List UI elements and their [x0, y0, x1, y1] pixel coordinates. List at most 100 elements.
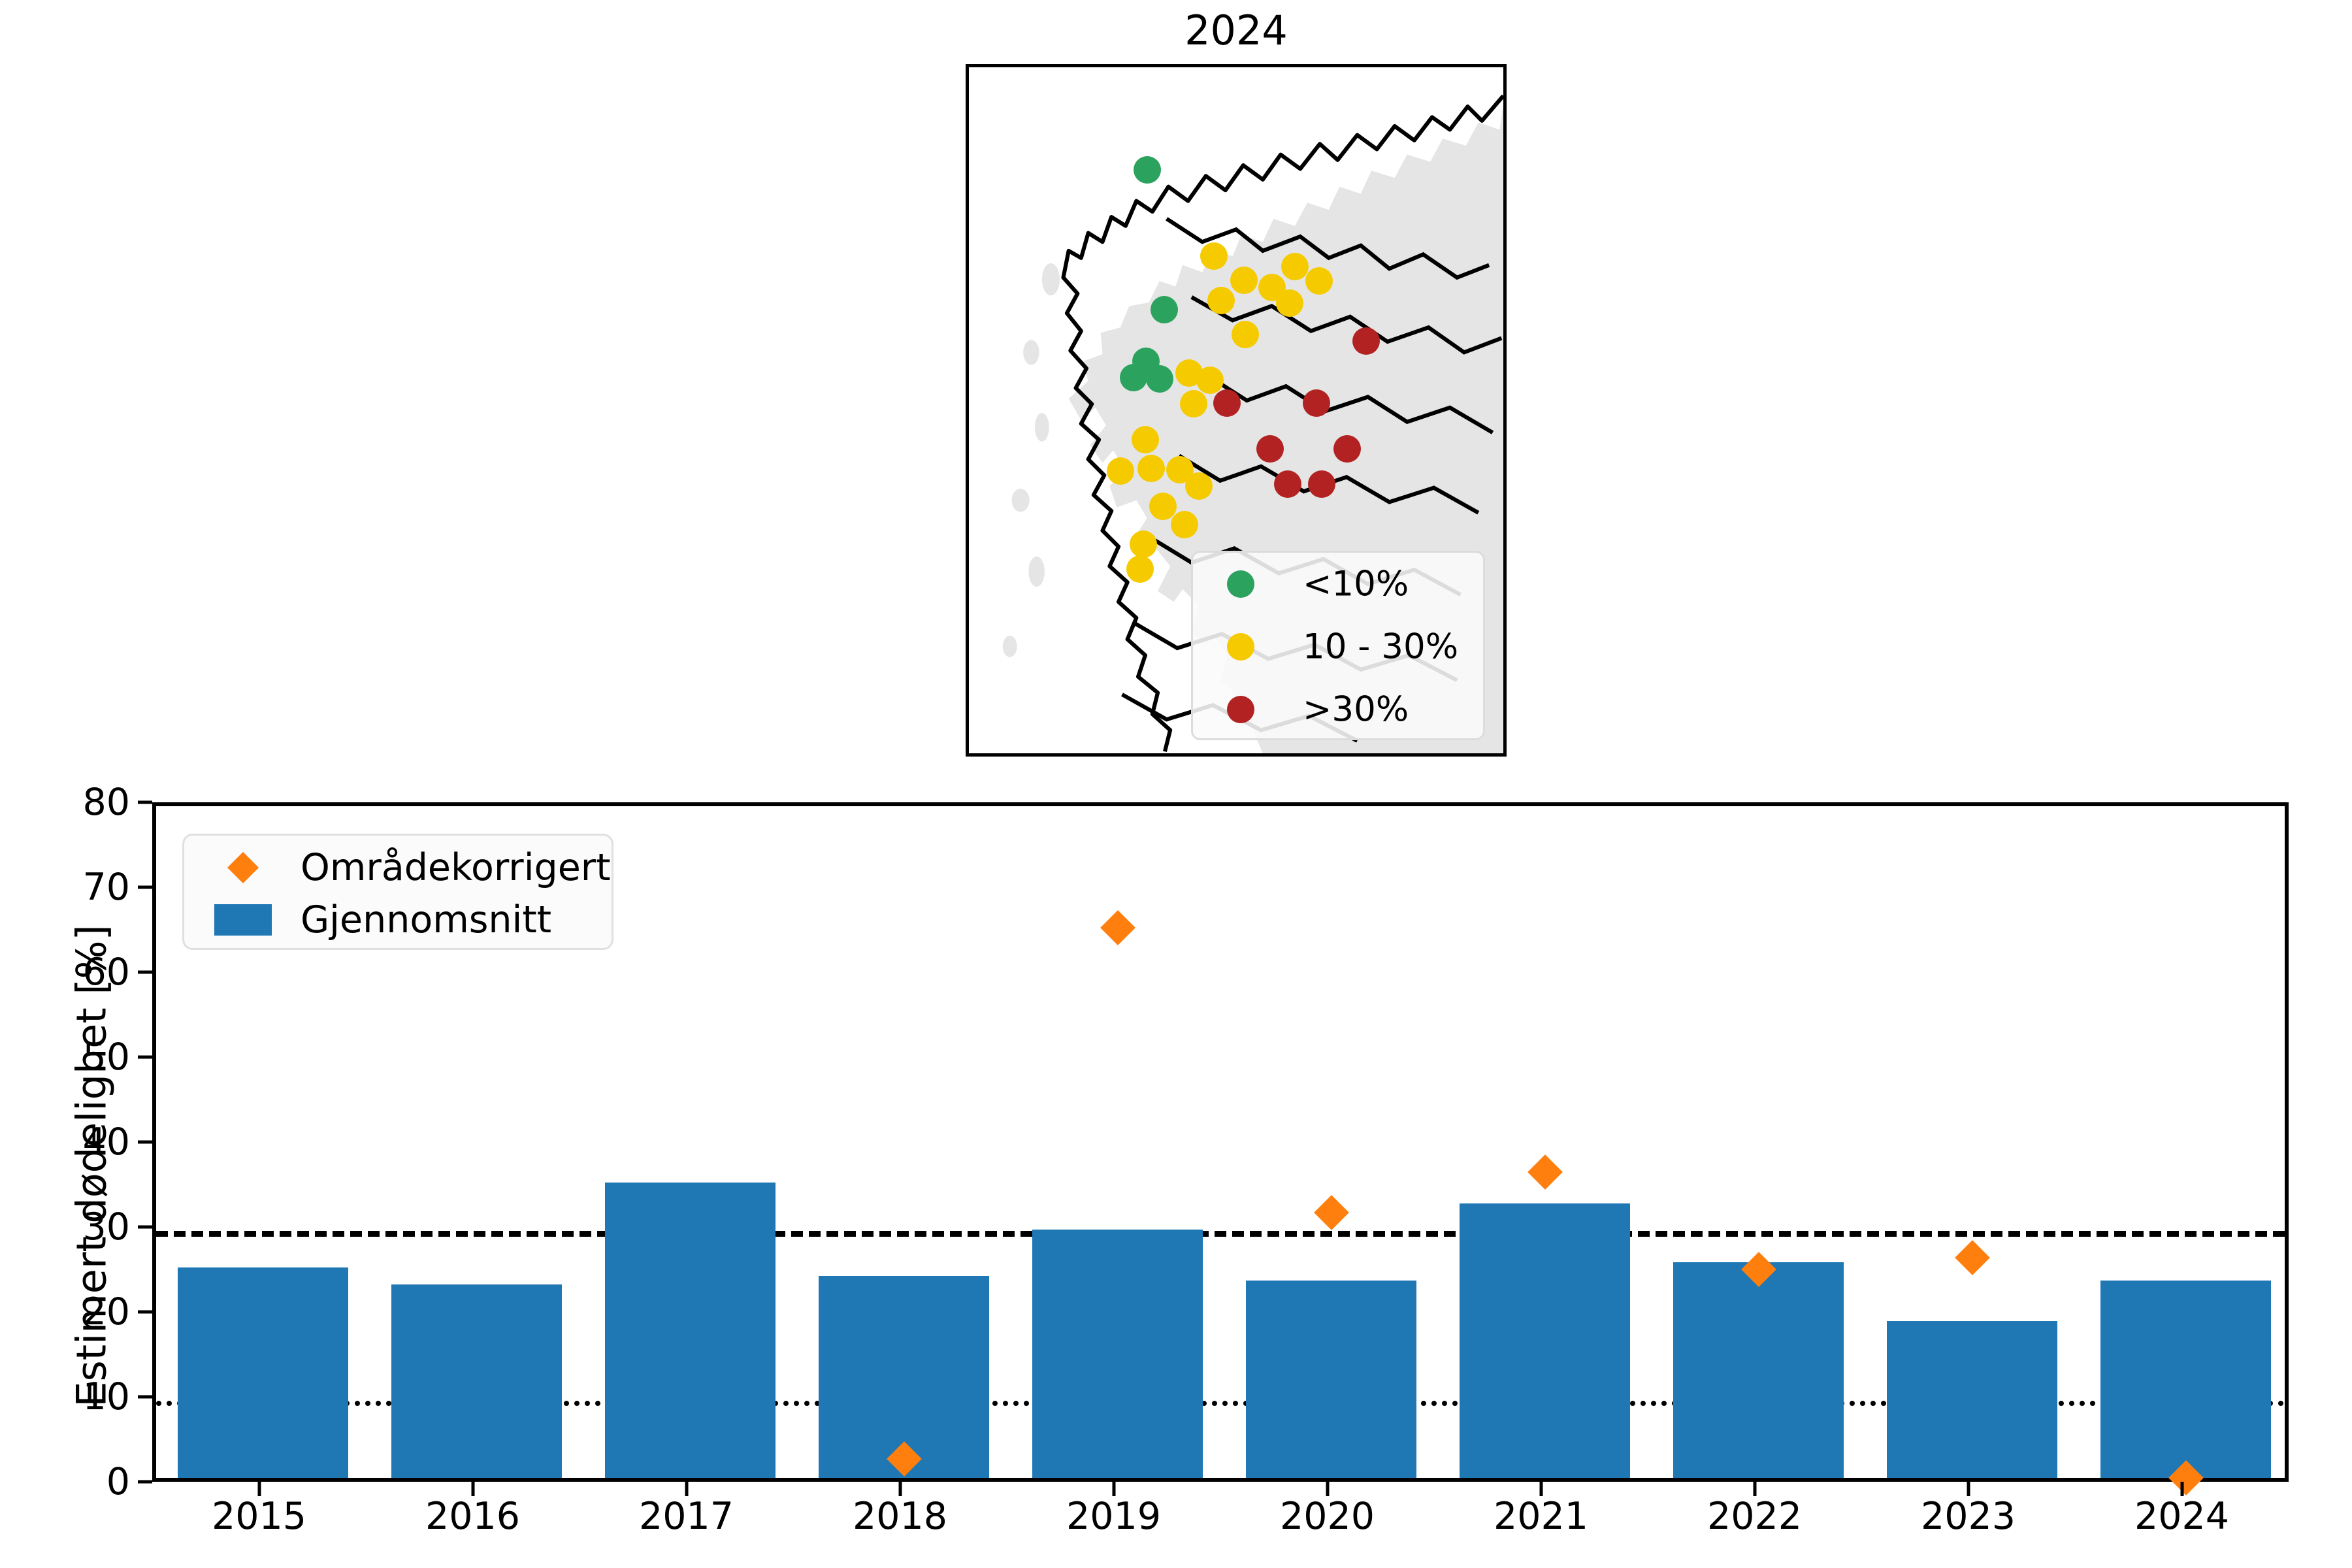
- bar-2020: [1245, 1281, 1417, 1478]
- map-site-dot: [1184, 472, 1213, 500]
- bar-chart-panel: Estimert dødelighet [%] 0 10 20 30 40 50 60 70 8…: [0, 771, 2352, 1568]
- y-tick-mark: [138, 1225, 152, 1229]
- y-tick-label: 0: [106, 1460, 130, 1503]
- map-title: 2024: [1184, 7, 1288, 54]
- y-tick-mark: [138, 1055, 152, 1059]
- map-legend-item-mid: 10 - 30%: [1193, 615, 1483, 678]
- marker-2023: [1954, 1239, 1990, 1275]
- map-site-dot: [1230, 266, 1258, 294]
- x-tick-label-2019: 2019: [1066, 1495, 1162, 1538]
- chart-legend-item-omradekorrigert: Områdekorrigert: [184, 841, 612, 894]
- chart-legend-item-gjennomsnitt: Gjennomsnitt: [184, 893, 612, 947]
- bar-2019: [1032, 1230, 1203, 1478]
- map-site-dot: [1302, 389, 1330, 417]
- map-site-dot: [1274, 470, 1302, 498]
- x-tick-label-2016: 2016: [425, 1495, 521, 1538]
- map-site-dot: [1133, 155, 1161, 184]
- chart-legend-label: Gjennomsnitt: [301, 898, 552, 941]
- marker-2020: [1313, 1195, 1349, 1230]
- x-tick-mark: [2180, 1482, 2183, 1496]
- map-site-dot: [1126, 555, 1154, 583]
- map-site-dot: [1307, 470, 1335, 498]
- x-tick-label-2022: 2022: [1707, 1495, 1803, 1538]
- map-site-dot: [1170, 510, 1198, 538]
- map-site-dot: [1149, 493, 1177, 521]
- map-site-dot: [1207, 287, 1235, 315]
- x-tick-label-2017: 2017: [638, 1495, 734, 1538]
- y-tick-label: 40: [82, 1120, 130, 1164]
- legend-dot-green: [1227, 570, 1254, 598]
- plot-area: Områdekorrigert Gjennomsnitt: [152, 802, 2289, 1495]
- map-site-dot: [1352, 327, 1380, 355]
- map-site-dot: [1333, 434, 1362, 463]
- chart-legend-label: Områdekorrigert: [301, 846, 611, 889]
- x-tick-mark: [1326, 1482, 1329, 1496]
- map-site-dot: [1213, 389, 1241, 417]
- x-tick-label-2018: 2018: [852, 1495, 948, 1538]
- y-tick-mark: [138, 885, 152, 889]
- map-site-dot: [1275, 289, 1303, 318]
- bar-2024: [2100, 1281, 2272, 1478]
- map-site-dot: [1137, 454, 1166, 482]
- y-tick-mark: [138, 1480, 152, 1484]
- x-tick-mark: [898, 1482, 902, 1496]
- y-tick-label: 80: [82, 781, 130, 824]
- x-tick-mark: [685, 1482, 688, 1496]
- map-site-dot: [1256, 434, 1284, 463]
- bar-2022: [1673, 1262, 1844, 1478]
- map-legend-item-gt30: >30%: [1193, 678, 1483, 741]
- map-site-dot: [1130, 530, 1158, 558]
- bar-2021: [1459, 1203, 1631, 1478]
- bar-2016: [391, 1284, 563, 1478]
- y-tick-label: 70: [82, 866, 130, 909]
- legend-dot-red: [1227, 696, 1254, 723]
- legend-dot-yellow: [1227, 633, 1254, 661]
- marker-2019: [1100, 910, 1135, 946]
- map-site-dot: [1145, 365, 1173, 393]
- y-tick-label: 20: [82, 1290, 130, 1333]
- x-tick-label-2021: 2021: [1493, 1495, 1589, 1538]
- map-site-dot: [1179, 390, 1207, 418]
- map-site-dot: [1150, 295, 1178, 323]
- map-frame: <10% 10 - 30% >30%: [966, 64, 1507, 757]
- y-tick-label: 50: [82, 1036, 130, 1079]
- marker-2021: [1527, 1154, 1563, 1190]
- map-site-dot: [1231, 321, 1259, 349]
- x-tick-label-2020: 2020: [1279, 1495, 1375, 1538]
- x-tick-label-2023: 2023: [1920, 1495, 2016, 1538]
- chart-legend: Områdekorrigert Gjennomsnitt: [182, 834, 613, 950]
- reference-line-threshold-high: [156, 1231, 2285, 1237]
- map-legend-item-lt10: <10%: [1193, 553, 1483, 615]
- map-site-dot: [1281, 253, 1309, 281]
- bar-2015: [177, 1267, 349, 1478]
- map-site-dot: [1131, 426, 1159, 453]
- bar-2023: [1886, 1320, 2058, 1478]
- x-tick-mark: [471, 1482, 474, 1496]
- y-tick-label: 30: [82, 1205, 130, 1249]
- map-site-dot: [1196, 366, 1224, 394]
- map-site-dot: [1106, 457, 1134, 485]
- legend-diamond-icon: [227, 851, 259, 884]
- x-tick-mark: [1967, 1482, 1970, 1496]
- y-tick-mark: [138, 1310, 152, 1314]
- y-tick-mark: [138, 970, 152, 974]
- x-tick-label-2015: 2015: [211, 1495, 307, 1538]
- bar-2017: [604, 1182, 776, 1478]
- map-site-dot: [1305, 267, 1333, 295]
- map-site-dot: [1200, 242, 1228, 270]
- map-legend-label: <10%: [1303, 564, 1409, 604]
- legend-bar-swatch: [214, 904, 272, 936]
- map-panel: 2024: [966, 7, 1507, 757]
- y-tick-label: 60: [82, 951, 130, 994]
- y-tick-mark: [138, 800, 152, 804]
- x-tick-mark: [1539, 1482, 1543, 1496]
- map-site-dot: [1120, 363, 1148, 391]
- x-tick-mark: [1112, 1482, 1115, 1496]
- y-tick-mark: [138, 1395, 152, 1399]
- x-tick-mark: [257, 1482, 261, 1496]
- y-tick-mark: [138, 1140, 152, 1144]
- x-tick-label-2024: 2024: [2134, 1495, 2230, 1538]
- map-legend-label: 10 - 30%: [1303, 627, 1459, 667]
- map-legend: <10% 10 - 30% >30%: [1191, 551, 1485, 740]
